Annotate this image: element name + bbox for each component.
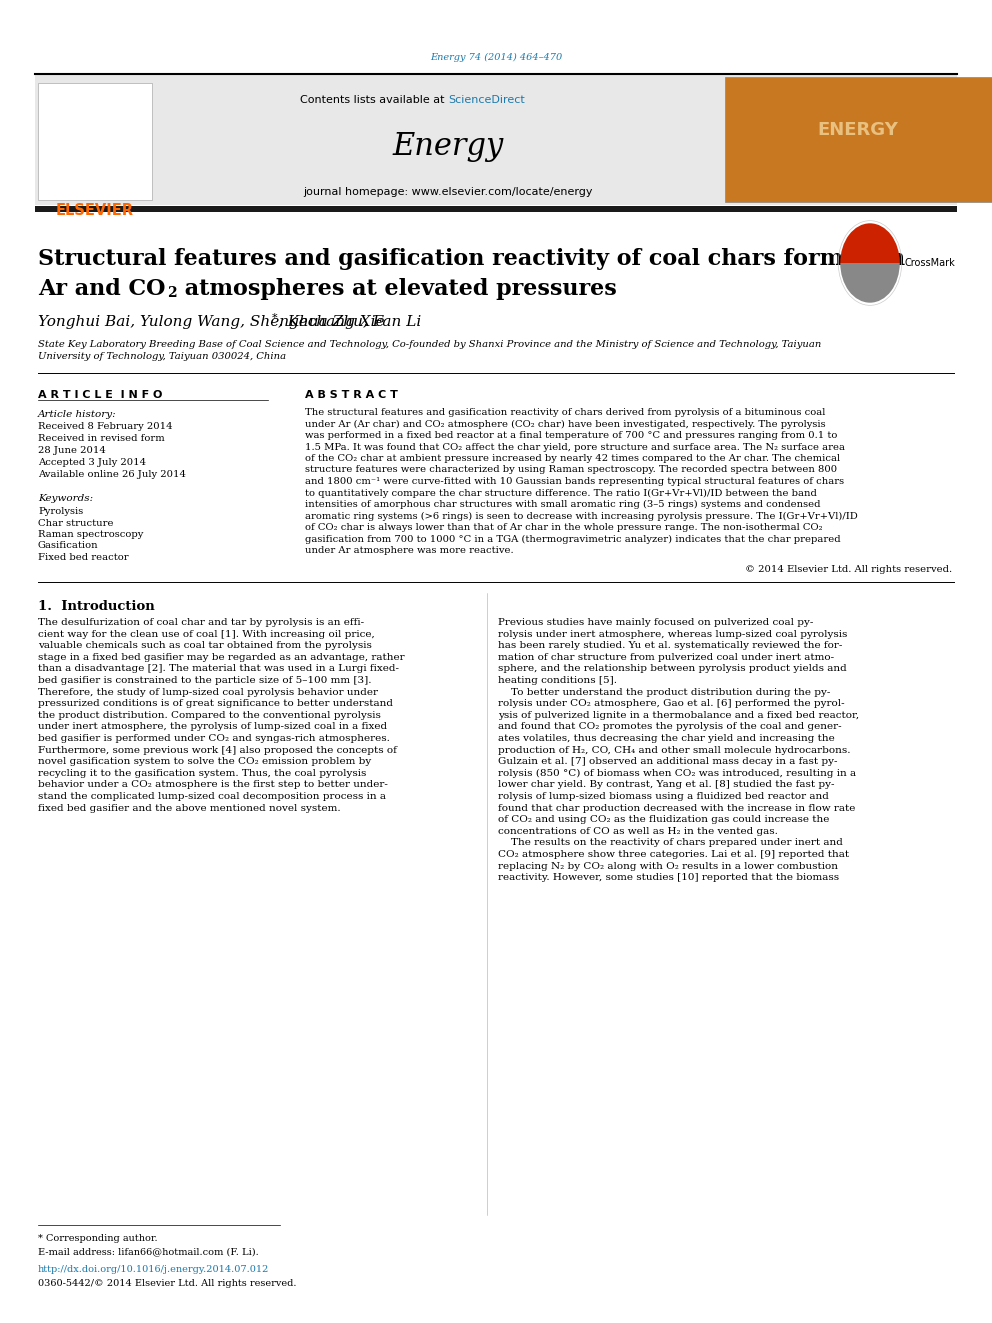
Text: behavior under a CO₂ atmosphere is the first step to better under-: behavior under a CO₂ atmosphere is the f… [38,781,388,790]
Wedge shape [840,224,900,263]
Text: Available online 26 July 2014: Available online 26 July 2014 [38,470,186,479]
Text: , Kechang Xie: , Kechang Xie [278,315,385,329]
Text: Received in revised form: Received in revised form [38,434,165,443]
Text: production of H₂, CO, CH₄ and other small molecule hydrocarbons.: production of H₂, CO, CH₄ and other smal… [498,746,850,754]
Text: under inert atmosphere, the pyrolysis of lump-sized coal in a fixed: under inert atmosphere, the pyrolysis of… [38,722,387,732]
Text: 1.  Introduction: 1. Introduction [38,601,155,613]
Text: E-mail address: lifan66@hotmail.com (F. Li).: E-mail address: lifan66@hotmail.com (F. … [38,1248,259,1256]
Text: © 2014 Elsevier Ltd. All rights reserved.: © 2014 Elsevier Ltd. All rights reserved… [745,565,952,574]
Text: under Ar atmosphere was more reactive.: under Ar atmosphere was more reactive. [305,546,514,556]
Text: rolysis (850 °C) of biomass when CO₂ was introduced, resulting in a: rolysis (850 °C) of biomass when CO₂ was… [498,769,856,778]
Text: aromatic ring systems (>6 rings) is seen to decrease with increasing pyrolysis p: aromatic ring systems (>6 rings) is seen… [305,512,858,521]
Text: Contents lists available at: Contents lists available at [300,95,448,105]
Bar [725,77,992,202]
Text: novel gasification system to solve the CO₂ emission problem by: novel gasification system to solve the C… [38,757,371,766]
Text: Received 8 February 2014: Received 8 February 2014 [38,422,173,431]
Text: the product distribution. Compared to the conventional pyrolysis: the product distribution. Compared to th… [38,710,381,720]
Text: pressurized conditions is of great significance to better understand: pressurized conditions is of great signi… [38,699,393,708]
Text: Yonghui Bai, Yulong Wang, Shenghua Zhu, Fan Li: Yonghui Bai, Yulong Wang, Shenghua Zhu, … [38,315,422,329]
Text: bed gasifier is constrained to the particle size of 5–100 mm [3].: bed gasifier is constrained to the parti… [38,676,371,685]
Text: State Key Laboratory Breeding Base of Coal Science and Technology, Co-founded by: State Key Laboratory Breeding Base of Co… [38,340,821,349]
Text: rolysis under CO₂ atmosphere, Gao et al. [6] performed the pyrol-: rolysis under CO₂ atmosphere, Gao et al.… [498,699,844,708]
Text: of CO₂ char is always lower than that of Ar char in the whole pressure range. Th: of CO₂ char is always lower than that of… [305,523,822,532]
Text: Accepted 3 July 2014: Accepted 3 July 2014 [38,458,146,467]
Text: intensities of amorphous char structures with small aromatic ring (3–5 rings) sy: intensities of amorphous char structures… [305,500,820,509]
Text: Energy 74 (2014) 464–470: Energy 74 (2014) 464–470 [430,53,562,62]
Text: Pyrolysis: Pyrolysis [38,507,83,516]
Text: cient way for the clean use of coal [1]. With increasing oil price,: cient way for the clean use of coal [1].… [38,630,375,639]
Text: ScienceDirect: ScienceDirect [448,95,525,105]
Text: than a disadvantage [2]. The material that was used in a Lurgi fixed-: than a disadvantage [2]. The material th… [38,664,399,673]
Text: of CO₂ and using CO₂ as the fluidization gas could increase the: of CO₂ and using CO₂ as the fluidization… [498,815,829,824]
Text: Structural features and gasification reactivity of coal chars formed in: Structural features and gasification rea… [38,247,905,270]
Text: of the CO₂ char at ambient pressure increased by nearly 42 times compared to the: of the CO₂ char at ambient pressure incr… [305,454,840,463]
Text: 28 June 2014: 28 June 2014 [38,446,106,455]
Text: stage in a fixed bed gasifier may be regarded as an advantage, rather: stage in a fixed bed gasifier may be reg… [38,652,405,662]
Text: Therefore, the study of lump-sized coal pyrolysis behavior under: Therefore, the study of lump-sized coal … [38,688,378,697]
Text: structure features were characterized by using Raman spectroscopy. The recorded : structure features were characterized by… [305,466,837,475]
Wedge shape [840,263,900,303]
Text: ELSEVIER: ELSEVIER [56,202,134,218]
Text: To better understand the product distribution during the py-: To better understand the product distrib… [498,688,830,697]
Text: ates volatiles, thus decreasing the char yield and increasing the: ates volatiles, thus decreasing the char… [498,734,834,744]
Text: 1.5 MPa. It was found that CO₂ affect the char yield, pore structure and surface: 1.5 MPa. It was found that CO₂ affect th… [305,442,845,451]
Text: replacing N₂ by CO₂ along with O₂ results in a lower combustion: replacing N₂ by CO₂ along with O₂ result… [498,861,838,871]
Text: Keywords:: Keywords: [38,493,93,503]
Text: Fixed bed reactor: Fixed bed reactor [38,553,129,562]
Bar [35,206,957,212]
Text: valuable chemicals such as coal tar obtained from the pyrolysis: valuable chemicals such as coal tar obta… [38,642,372,650]
Text: Char structure: Char structure [38,519,113,528]
Text: and found that CO₂ promotes the pyrolysis of the coal and gener-: and found that CO₂ promotes the pyrolysi… [498,722,841,732]
Text: Energy: Energy [393,131,504,163]
Text: CrossMark: CrossMark [905,258,955,269]
Text: under Ar (Ar char) and CO₂ atmosphere (CO₂ char) have been investigated, respect: under Ar (Ar char) and CO₂ atmosphere (C… [305,419,825,429]
Text: has been rarely studied. Yu et al. systematically reviewed the for-: has been rarely studied. Yu et al. syste… [498,642,842,650]
Text: Furthermore, some previous work [4] also proposed the concepts of: Furthermore, some previous work [4] also… [38,746,397,754]
Text: * Corresponding author.: * Corresponding author. [38,1234,158,1244]
Text: rolysis under inert atmosphere, whereas lump-sized coal pyrolysis: rolysis under inert atmosphere, whereas … [498,630,847,639]
Text: found that char production decreased with the increase in flow rate: found that char production decreased wit… [498,803,855,812]
Bar [38,83,152,200]
Text: 0360-5442/© 2014 Elsevier Ltd. All rights reserved.: 0360-5442/© 2014 Elsevier Ltd. All right… [38,1279,297,1289]
Text: concentrations of CO as well as H₂ in the vented gas.: concentrations of CO as well as H₂ in th… [498,827,778,836]
Text: A B S T R A C T: A B S T R A C T [305,390,398,400]
Text: *: * [272,314,278,323]
Text: bed gasifier is performed under CO₂ and syngas-rich atmospheres.: bed gasifier is performed under CO₂ and … [38,734,390,744]
Text: Previous studies have mainly focused on pulverized coal py-: Previous studies have mainly focused on … [498,618,813,627]
Text: recycling it to the gasification system. Thus, the coal pyrolysis: recycling it to the gasification system.… [38,769,366,778]
Text: fixed bed gasifier and the above mentioned novel system.: fixed bed gasifier and the above mention… [38,803,340,812]
Text: Gulzain et al. [7] observed an additional mass decay in a fast py-: Gulzain et al. [7] observed an additiona… [498,757,837,766]
Text: gasification from 700 to 1000 °C in a TGA (thermogravimetric analyzer) indicates: gasification from 700 to 1000 °C in a TG… [305,534,840,544]
Text: The results on the reactivity of chars prepared under inert and: The results on the reactivity of chars p… [498,839,843,848]
Text: heating conditions [5].: heating conditions [5]. [498,676,617,685]
Text: Gasification: Gasification [38,541,98,550]
Text: The structural features and gasification reactivity of chars derived from pyroly: The structural features and gasification… [305,407,825,417]
Text: atmospheres at elevated pressures: atmospheres at elevated pressures [177,278,617,300]
Text: University of Technology, Taiyuan 030024, China: University of Technology, Taiyuan 030024… [38,352,286,361]
Text: stand the complicated lump-sized coal decomposition process in a: stand the complicated lump-sized coal de… [38,792,386,800]
Text: and 1800 cm⁻¹ were curve-fitted with 10 Gaussian bands representing typical stru: and 1800 cm⁻¹ were curve-fitted with 10 … [305,478,844,486]
Text: Raman spectroscopy: Raman spectroscopy [38,531,144,538]
Text: journal homepage: www.elsevier.com/locate/energy: journal homepage: www.elsevier.com/locat… [304,187,593,197]
Text: rolysis of lump-sized biomass using a fluidized bed reactor and: rolysis of lump-sized biomass using a fl… [498,792,829,800]
Text: sphere, and the relationship between pyrolysis product yields and: sphere, and the relationship between pyr… [498,664,847,673]
Bar [35,75,957,205]
Text: to quantitatively compare the char structure difference. The ratio I(Gr+Vr+Vl)/I: to quantitatively compare the char struc… [305,488,816,497]
Text: was performed in a fixed bed reactor at a final temperature of 700 °C and pressu: was performed in a fixed bed reactor at … [305,431,837,441]
Text: ENERGY: ENERGY [817,120,899,139]
Text: mation of char structure from pulverized coal under inert atmo-: mation of char structure from pulverized… [498,652,834,662]
Text: ysis of pulverized lignite in a thermobalance and a fixed bed reactor,: ysis of pulverized lignite in a thermoba… [498,710,859,720]
Text: A R T I C L E  I N F O: A R T I C L E I N F O [38,390,163,400]
Text: Article history:: Article history: [38,410,117,419]
Text: lower char yield. By contrast, Yang et al. [8] studied the fast py-: lower char yield. By contrast, Yang et a… [498,781,834,790]
Text: The desulfurization of coal char and tar by pyrolysis is an effi-: The desulfurization of coal char and tar… [38,618,364,627]
Text: Ar and CO: Ar and CO [38,278,166,300]
Text: CO₂ atmosphere show three categories. Lai et al. [9] reported that: CO₂ atmosphere show three categories. La… [498,849,849,859]
Text: reactivity. However, some studies [10] reported that the biomass: reactivity. However, some studies [10] r… [498,873,839,882]
Text: http://dx.doi.org/10.1016/j.energy.2014.07.012: http://dx.doi.org/10.1016/j.energy.2014.… [38,1265,270,1274]
Text: 2: 2 [167,286,177,300]
